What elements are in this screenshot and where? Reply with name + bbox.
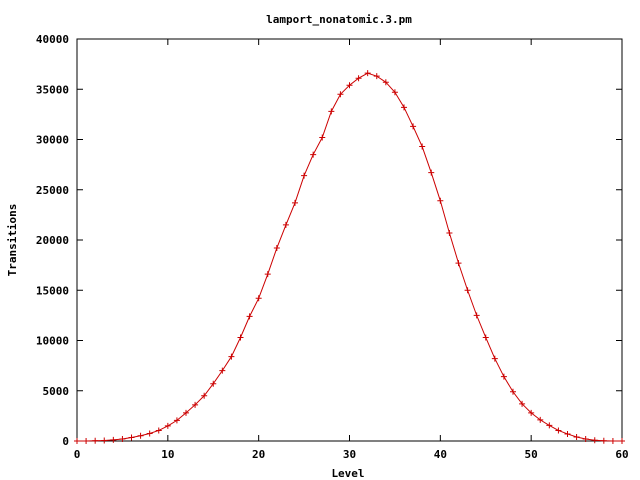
data-point xyxy=(292,199,298,206)
data-point xyxy=(510,388,516,395)
y-tick-label: 35000 xyxy=(36,83,69,96)
x-tick-label: 50 xyxy=(525,448,538,461)
data-point xyxy=(319,134,326,141)
data-point xyxy=(210,380,217,387)
data-point xyxy=(83,437,90,444)
y-tick-label: 0 xyxy=(62,435,69,448)
data-point xyxy=(373,73,380,80)
x-tick-label: 20 xyxy=(252,448,265,461)
x-tick-label: 10 xyxy=(161,448,174,461)
data-point xyxy=(473,312,480,319)
data-point xyxy=(437,197,444,204)
data-point xyxy=(491,355,498,362)
data-point xyxy=(519,400,526,407)
data-point xyxy=(410,123,417,130)
data-point xyxy=(110,436,117,443)
data-point xyxy=(146,430,153,437)
data-point xyxy=(528,409,535,416)
data-point xyxy=(101,437,108,444)
data-point xyxy=(74,438,80,444)
data-point xyxy=(301,172,308,179)
data-point xyxy=(255,295,262,302)
data-point xyxy=(609,437,616,444)
y-tick-label: 10000 xyxy=(36,335,69,348)
data-point xyxy=(364,70,371,77)
data-point xyxy=(282,221,289,228)
data-point xyxy=(328,108,335,115)
tick-marks xyxy=(76,38,623,442)
y-axis-label: Transitions xyxy=(6,204,19,277)
y-tick-label: 5000 xyxy=(43,385,70,398)
data-point xyxy=(228,353,235,360)
data-point xyxy=(500,373,507,380)
data-point xyxy=(237,334,244,341)
data-point xyxy=(619,438,625,444)
data-point xyxy=(391,89,398,96)
data-point xyxy=(582,435,589,442)
data-point xyxy=(600,437,607,444)
data-point xyxy=(401,104,407,111)
series-markers xyxy=(74,70,625,444)
data-point xyxy=(155,427,162,434)
data-point xyxy=(573,433,580,440)
x-tick-label: 60 xyxy=(615,448,628,461)
x-tick-label: 30 xyxy=(343,448,356,461)
data-point xyxy=(273,245,280,252)
data-point xyxy=(92,437,99,444)
data-point xyxy=(246,313,253,320)
y-tick-label: 25000 xyxy=(36,184,69,197)
plot-frame xyxy=(76,38,623,442)
data-point xyxy=(482,334,489,341)
data-point xyxy=(419,143,426,150)
data-point xyxy=(310,151,317,158)
data-point xyxy=(183,409,189,416)
data-point xyxy=(355,75,362,82)
data-point xyxy=(264,271,271,278)
data-point xyxy=(128,434,135,441)
x-tick-label: 40 xyxy=(434,448,447,461)
data-point xyxy=(337,91,344,98)
data-point xyxy=(464,287,471,294)
x-axis-label: Level xyxy=(331,467,364,480)
data-point xyxy=(219,367,226,374)
y-tick-label: 40000 xyxy=(36,33,69,46)
y-tick-label: 20000 xyxy=(36,234,69,247)
x-tick-labels: 0 10 20 30 40 50 60 xyxy=(74,448,629,461)
data-point xyxy=(564,430,571,437)
data-point xyxy=(192,401,199,408)
data-point xyxy=(201,392,208,399)
data-point xyxy=(591,437,598,444)
data-point xyxy=(173,417,180,424)
data-point xyxy=(555,427,562,434)
data-point xyxy=(446,229,453,236)
x-tick-label: 0 xyxy=(74,448,81,461)
data-point xyxy=(164,422,171,429)
y-tick-label: 30000 xyxy=(36,134,69,147)
data-point xyxy=(537,416,544,423)
data-point xyxy=(546,422,553,429)
series-line xyxy=(76,72,623,442)
data-point xyxy=(119,435,126,442)
y-tick-label: 15000 xyxy=(36,284,69,297)
data-point xyxy=(382,79,389,86)
data-point xyxy=(455,260,462,267)
data-point xyxy=(346,82,353,89)
chart-title: lamport_nonatomic.3.pm xyxy=(266,13,412,26)
data-point xyxy=(428,169,435,176)
y-tick-labels: 0 5000 10000 15000 20000 25000 30000 35000 40000 xyxy=(36,33,69,448)
data-point xyxy=(137,432,144,439)
